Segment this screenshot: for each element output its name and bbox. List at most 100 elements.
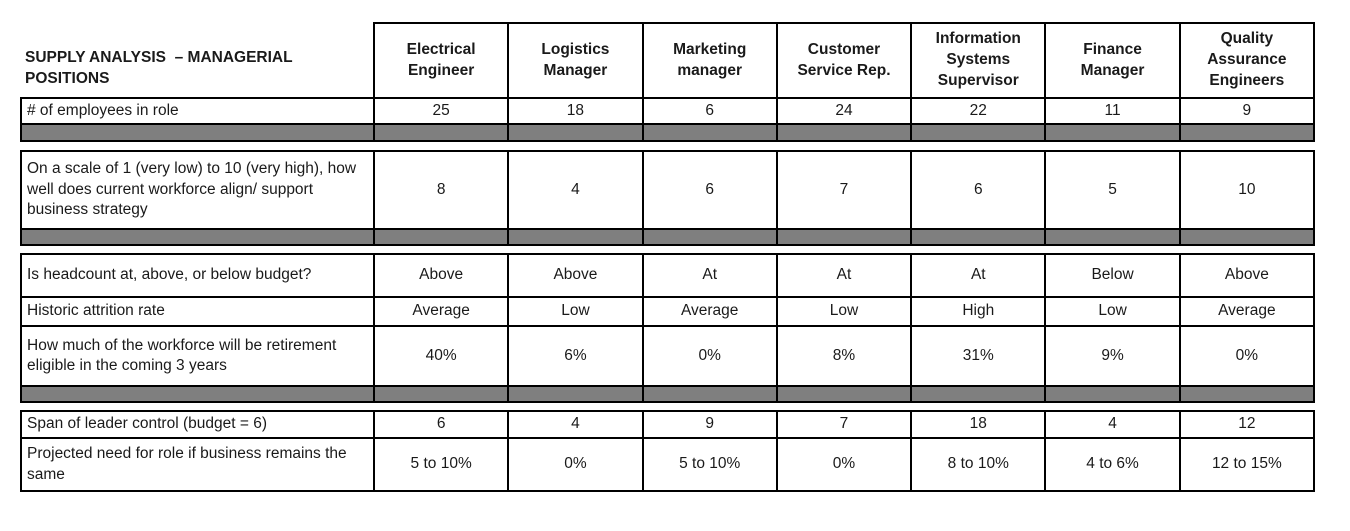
supply-analysis-table: SUPPLY ANALYSIS – MANAGERIAL POSITIONS E… — [20, 22, 1316, 492]
data-cell: 24 — [775, 97, 913, 125]
data-cell: 8 to 10% — [910, 437, 1047, 492]
column-header: Finance Manager — [1044, 22, 1181, 99]
separator-cell — [775, 228, 913, 246]
data-cell: Average — [1178, 296, 1316, 327]
separator-cell — [1178, 385, 1316, 403]
column-header: Information Systems Supervisor — [910, 22, 1047, 99]
row-label: How much of the workforce will be retire… — [20, 325, 375, 387]
separator-cell — [641, 385, 778, 403]
separator-cell — [775, 385, 913, 403]
data-cell: 25 — [372, 97, 510, 125]
separator-cell — [507, 385, 644, 403]
spacer-cell — [1045, 141, 1180, 151]
spacer-cell — [374, 245, 509, 254]
separator-cell — [1044, 123, 1181, 142]
spacer-cell — [1045, 245, 1180, 254]
data-cell: 6 — [641, 97, 778, 125]
header-row: SUPPLY ANALYSIS – MANAGERIAL POSITIONS E… — [21, 22, 1316, 99]
data-cell: 0% — [1178, 325, 1316, 387]
spacer-cell — [776, 141, 912, 151]
data-cell: At — [910, 253, 1047, 298]
table-title: SUPPLY ANALYSIS – MANAGERIAL POSITIONS — [25, 48, 293, 88]
data-cell: 9 — [1178, 97, 1316, 125]
table-row: Is headcount at, above, or below budget?… — [20, 253, 1316, 298]
spacer-cell — [776, 245, 912, 254]
separator-cell — [372, 123, 510, 142]
separator-cell — [910, 228, 1047, 246]
separator-cell — [372, 228, 510, 246]
separator-cell — [1044, 228, 1181, 246]
separator-cell — [372, 385, 510, 403]
spacer-cell — [642, 245, 777, 254]
spacer-cell — [508, 402, 643, 411]
separator-cell — [20, 228, 375, 246]
data-cell: 5 — [1044, 150, 1181, 230]
separator-cell — [775, 123, 913, 142]
spacer-cell — [508, 245, 643, 254]
data-cell: 12 to 15% — [1178, 437, 1316, 492]
spacer-row — [21, 402, 1314, 411]
column-header: Quality Assurance Engineers — [1178, 22, 1316, 99]
separator-cell — [641, 228, 778, 246]
data-cell: 7 — [775, 410, 913, 439]
data-cell: 4 to 6% — [1044, 437, 1181, 492]
separator-cell — [507, 123, 644, 142]
data-cell: 6% — [507, 325, 644, 387]
data-cell: 0% — [641, 325, 778, 387]
table-row: Projected need for role if business rema… — [20, 437, 1316, 492]
spacer-cell — [642, 402, 777, 411]
data-cell: 4 — [507, 410, 644, 439]
table-row: How much of the workforce will be retire… — [20, 325, 1316, 387]
data-cell: 0% — [775, 437, 913, 492]
spacer-cell — [508, 141, 643, 151]
separator-row — [20, 123, 1316, 142]
column-header: Customer Service Rep. — [775, 22, 913, 99]
row-label: Is headcount at, above, or below budget? — [20, 253, 375, 298]
data-cell: 18 — [910, 410, 1047, 439]
data-cell: 0% — [507, 437, 644, 492]
separator-row — [20, 385, 1316, 403]
data-cell: 4 — [1044, 410, 1181, 439]
data-cell: 4 — [507, 150, 644, 230]
spacer-row — [21, 245, 1314, 254]
data-cell: 31% — [910, 325, 1047, 387]
spacer-cell — [911, 402, 1046, 411]
spacer-cell — [1045, 402, 1180, 411]
row-label: On a scale of 1 (very low) to 10 (very h… — [20, 150, 375, 230]
separator-cell — [641, 123, 778, 142]
data-cell: 10 — [1178, 150, 1316, 230]
data-cell: Low — [507, 296, 644, 327]
data-cell: 9 — [641, 410, 778, 439]
spacer-cell — [374, 402, 509, 411]
separator-cell — [1178, 228, 1316, 246]
spacer-cell — [911, 245, 1046, 254]
data-cell: 5 to 10% — [372, 437, 510, 492]
spacer-row — [21, 141, 1314, 151]
data-cell: 12 — [1178, 410, 1316, 439]
data-cell: Low — [1044, 296, 1181, 327]
data-cell: Above — [1178, 253, 1316, 298]
row-label: Historic attrition rate — [20, 296, 375, 327]
data-cell: 8 — [372, 150, 510, 230]
spacer-cell — [21, 402, 374, 411]
column-header: Marketing manager — [641, 22, 778, 99]
table-row: # of employees in role 25 18 6 24 22 11 9 — [20, 97, 1316, 125]
data-cell: At — [641, 253, 778, 298]
spacer-cell — [642, 141, 777, 151]
separator-row — [20, 228, 1316, 246]
row-label: # of employees in role — [20, 97, 375, 125]
row-label: Span of leader control (budget = 6) — [20, 410, 375, 439]
separator-cell — [1178, 123, 1316, 142]
separator-cell — [1044, 385, 1181, 403]
data-cell: 6 — [641, 150, 778, 230]
row-label: Projected need for role if business rema… — [20, 437, 375, 492]
spacer-cell — [776, 402, 912, 411]
data-cell: 8% — [775, 325, 913, 387]
separator-cell — [910, 123, 1047, 142]
spacer-cell — [1179, 245, 1314, 254]
table-row: Span of leader control (budget = 6) 6 4 9 7 1… — [20, 410, 1316, 439]
data-cell: Average — [641, 296, 778, 327]
data-cell: 11 — [1044, 97, 1181, 125]
data-cell: 22 — [910, 97, 1047, 125]
data-cell: Below — [1044, 253, 1181, 298]
